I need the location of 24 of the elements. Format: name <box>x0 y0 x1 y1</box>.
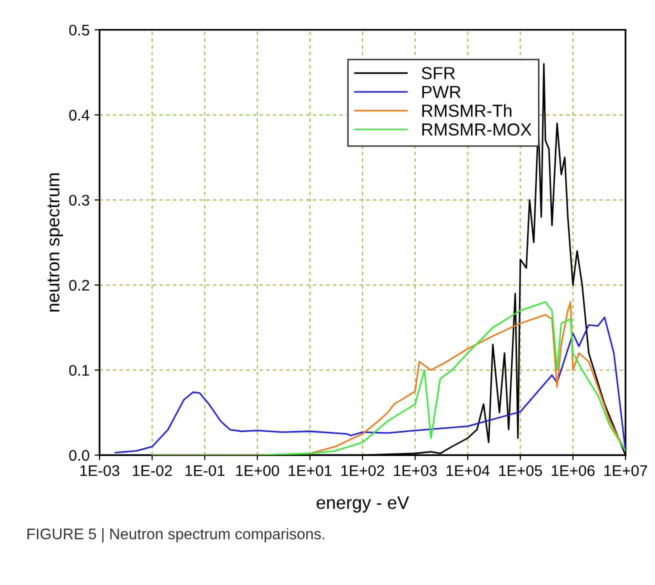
x-tick-label: 1E-02 <box>132 465 172 476</box>
x-tick-label: 1E+00 <box>236 465 280 476</box>
y-tick-label: 0.1 <box>69 364 90 376</box>
legend-label: RMSMR-Th <box>422 104 512 117</box>
x-tick-label: 1E+06 <box>552 465 595 476</box>
x-tick-label: 1E+04 <box>446 465 490 476</box>
caption: FIGURE 5 | Neutron spectrum comparisons. <box>27 528 324 542</box>
x-tick-label: 1E+05 <box>499 465 542 476</box>
y-tick-label: 0.4 <box>69 110 90 121</box>
x-tick-label: 1E+03 <box>394 465 437 476</box>
y-tick-label: 0.2 <box>69 280 90 291</box>
legend-label: PWR <box>422 86 461 98</box>
y-tick-label: 0.0 <box>69 450 90 461</box>
y-axis-title: neutron spectrum <box>48 173 64 312</box>
legend-label: SFR <box>422 67 455 80</box>
x-tick-label: 1E+01 <box>288 465 332 476</box>
y-tick-label: 0.3 <box>69 194 90 206</box>
y-tick-label: 0.5 <box>69 24 90 36</box>
x-tick-label: 1E+02 <box>341 465 384 476</box>
legend-label: RMSMR-MOX <box>422 123 532 136</box>
x-tick-label: 1E-01 <box>186 465 224 476</box>
x-tick-label: 1E+07 <box>604 465 648 476</box>
x-tick-label: 1E-03 <box>80 465 120 476</box>
x-axis-title: energy - eV <box>316 496 410 513</box>
